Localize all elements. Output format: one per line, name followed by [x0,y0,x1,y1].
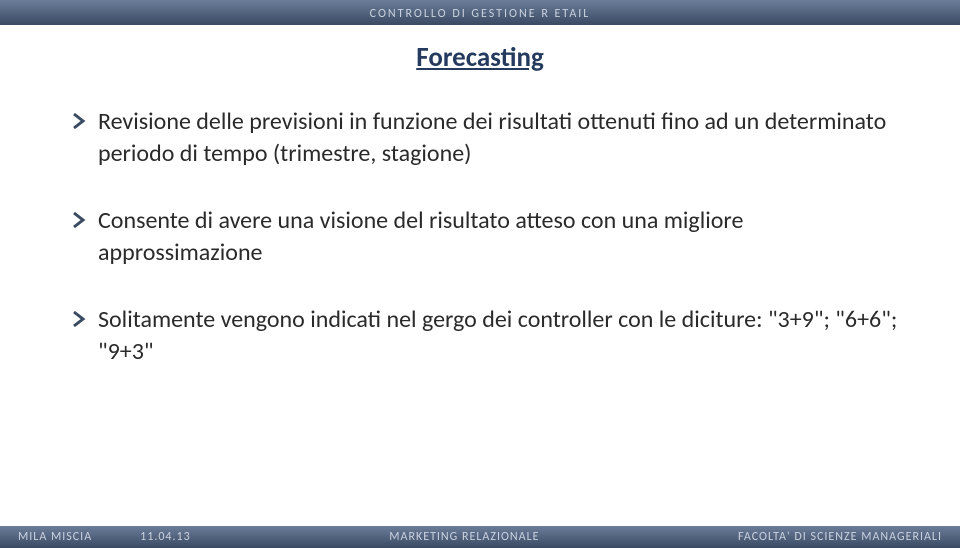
header-bar: CONTROLLO DI GESTIONE R ETAIL [0,0,960,25]
footer-center: MARKETING RELAZIONALE [389,530,539,544]
chevron-right-icon [70,310,88,328]
bullet-item: Revisione delle previsioni in funzione d… [70,106,906,171]
bullet-item: Consente di avere una visione del risult… [70,205,906,270]
footer-bar: MILA MISCIA 11.04.13 MARKETING RELAZIONA… [0,526,960,548]
slide-title: Forecasting [416,41,544,74]
footer-left: MILA MISCIA 11.04.13 [18,530,191,544]
bullet-text: Solitamente vengono indicati nel gergo d… [98,304,906,369]
chevron-right-icon [70,211,88,229]
footer-date: 11.04.13 [140,530,191,544]
footer-right: FACOLTA' DI SCIENZE MANAGERIALI [738,530,942,544]
title-area: Forecasting [0,25,960,82]
header-text: CONTROLLO DI GESTIONE R ETAIL [370,7,591,21]
bullet-item: Solitamente vengono indicati nel gergo d… [70,304,906,369]
bullet-text: Revisione delle previsioni in funzione d… [98,106,906,171]
content-area: Revisione delle previsioni in funzione d… [0,82,960,368]
footer-author: MILA MISCIA [18,530,92,544]
bullet-text: Consente di avere una visione del risult… [98,205,906,270]
chevron-right-icon [70,112,88,130]
